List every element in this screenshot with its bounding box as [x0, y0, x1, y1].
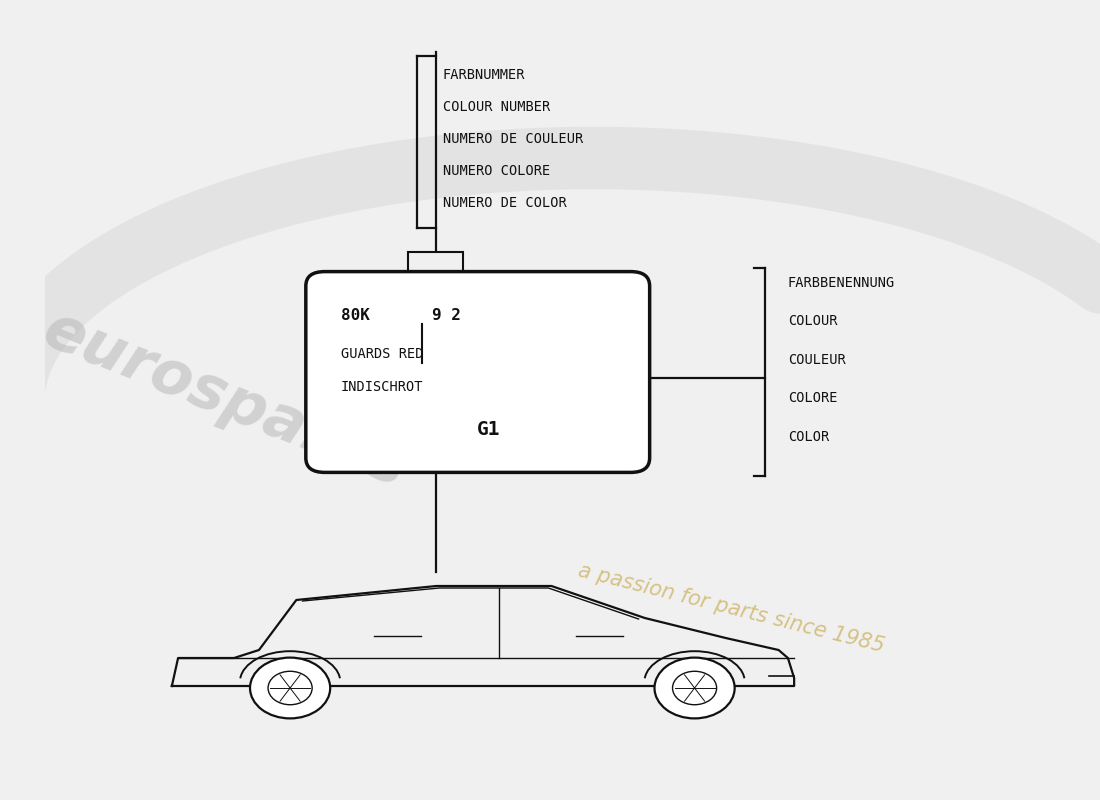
- Text: G1: G1: [476, 421, 501, 439]
- Text: a passion for parts since 1985: a passion for parts since 1985: [575, 560, 887, 656]
- Text: FARBNUMMER: FARBNUMMER: [443, 68, 526, 82]
- Text: NUMERO DE COLOR: NUMERO DE COLOR: [443, 196, 566, 210]
- Text: COULEUR: COULEUR: [788, 353, 846, 366]
- Text: INDISCHROT: INDISCHROT: [341, 380, 424, 394]
- Text: COLOUR NUMBER: COLOUR NUMBER: [443, 100, 550, 114]
- Text: 9 2: 9 2: [432, 308, 461, 323]
- Bar: [408, 253, 463, 286]
- Text: 80K: 80K: [341, 308, 370, 323]
- Text: NUMERO DE COULEUR: NUMERO DE COULEUR: [443, 132, 583, 146]
- Text: COLORE: COLORE: [788, 391, 837, 405]
- Text: eurospares: eurospares: [34, 300, 415, 500]
- Text: COLOR: COLOR: [788, 430, 829, 443]
- FancyBboxPatch shape: [306, 271, 650, 472]
- Text: COLOUR: COLOUR: [788, 314, 837, 328]
- Circle shape: [250, 658, 330, 718]
- Text: NUMERO COLORE: NUMERO COLORE: [443, 164, 550, 178]
- Text: GUARDS RED: GUARDS RED: [341, 347, 424, 361]
- Text: FARBBENENNUNG: FARBBENENNUNG: [788, 276, 895, 290]
- Circle shape: [654, 658, 735, 718]
